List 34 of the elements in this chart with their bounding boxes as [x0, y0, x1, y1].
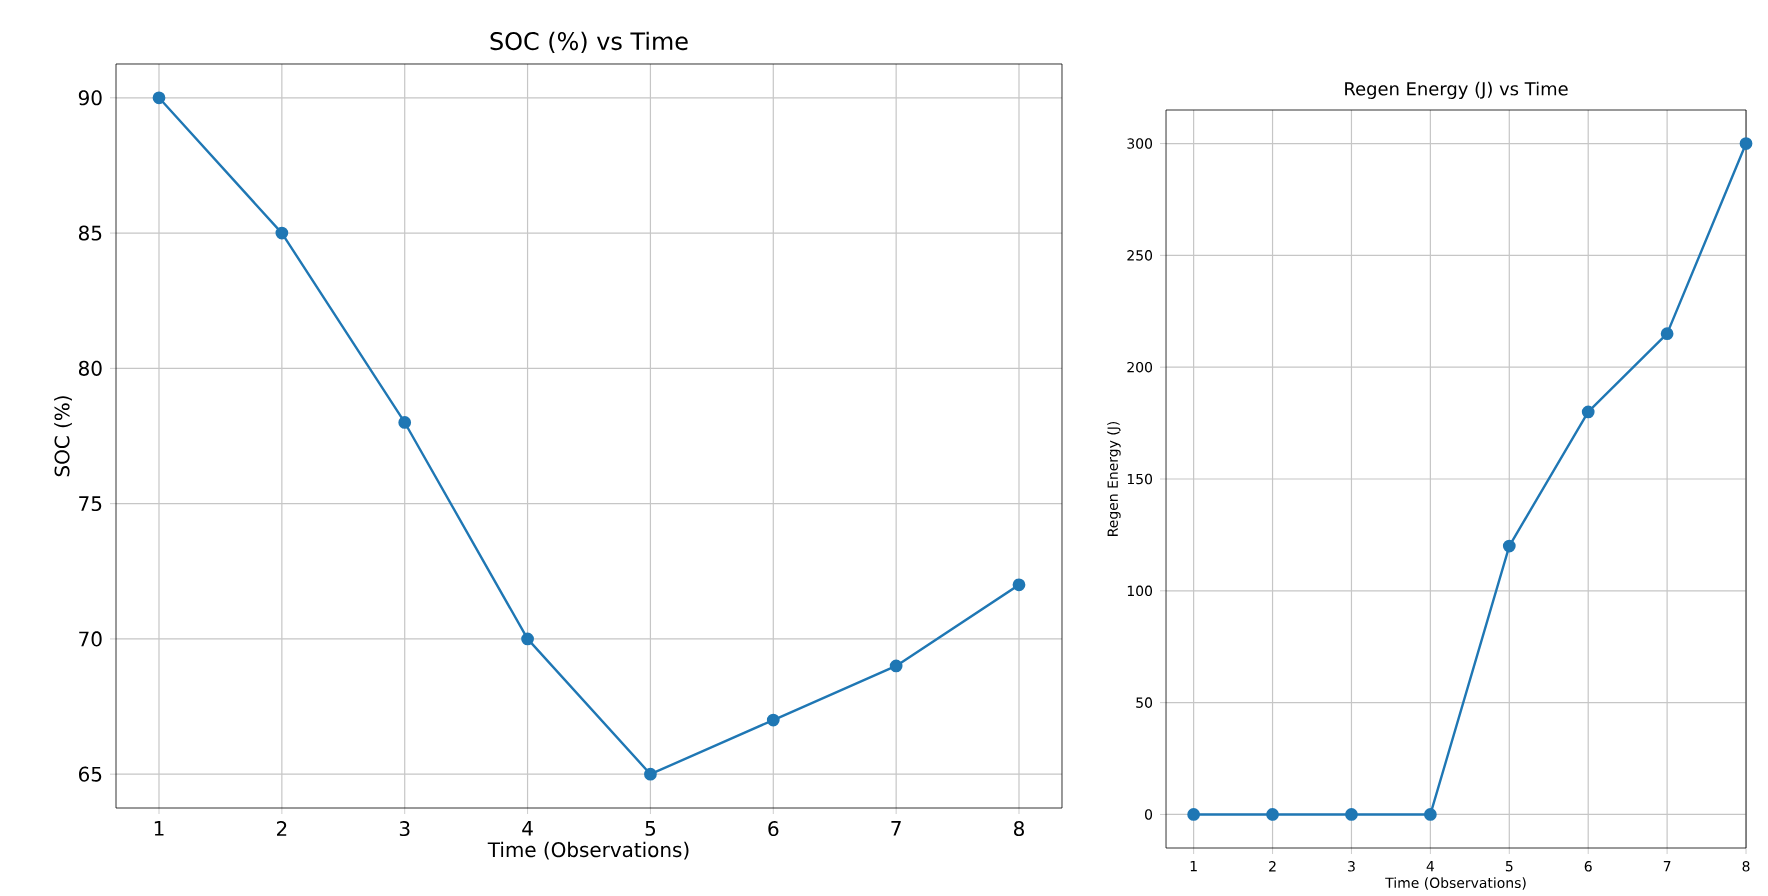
y-tick-label: 70: [79, 631, 102, 647]
x-tick-label: 2: [276, 821, 287, 836]
point: [398, 416, 412, 429]
x-tick-label: 8: [1014, 821, 1024, 837]
y-axis-title: SOC (%): [54, 396, 72, 477]
x-tick-label: 4: [522, 821, 533, 836]
point: [644, 767, 657, 781]
y-tick-label: 90: [78, 90, 102, 106]
point: [1266, 808, 1279, 821]
x-tick-label: 7: [891, 821, 901, 836]
point: [521, 632, 534, 646]
point: [1581, 405, 1595, 419]
point: [1012, 578, 1026, 592]
chart-title: Regen Energy (J) vs Time: [1345, 81, 1568, 99]
point: [1502, 539, 1516, 553]
point: [766, 713, 780, 727]
x-tick-label: 5: [645, 821, 656, 836]
point: [1187, 808, 1201, 821]
point: [1424, 808, 1437, 821]
y-tick-label: 65: [79, 766, 102, 782]
y-tick-label: 80: [78, 360, 102, 376]
y-tick-label: 75: [79, 496, 102, 512]
point: [1739, 137, 1753, 150]
chart-title: SOC (%) vs Time: [490, 31, 688, 53]
point: [275, 226, 289, 240]
point: [889, 659, 903, 673]
x-tick-label: 1: [154, 821, 164, 836]
point: [1660, 327, 1674, 341]
point: [1345, 808, 1358, 821]
point: [152, 91, 166, 105]
x-axis-title: Time (Observations): [487, 841, 689, 860]
y-tick-label: 85: [78, 225, 102, 241]
x-tick-label: 3: [399, 821, 410, 837]
x-tick-label: 6: [768, 821, 779, 837]
